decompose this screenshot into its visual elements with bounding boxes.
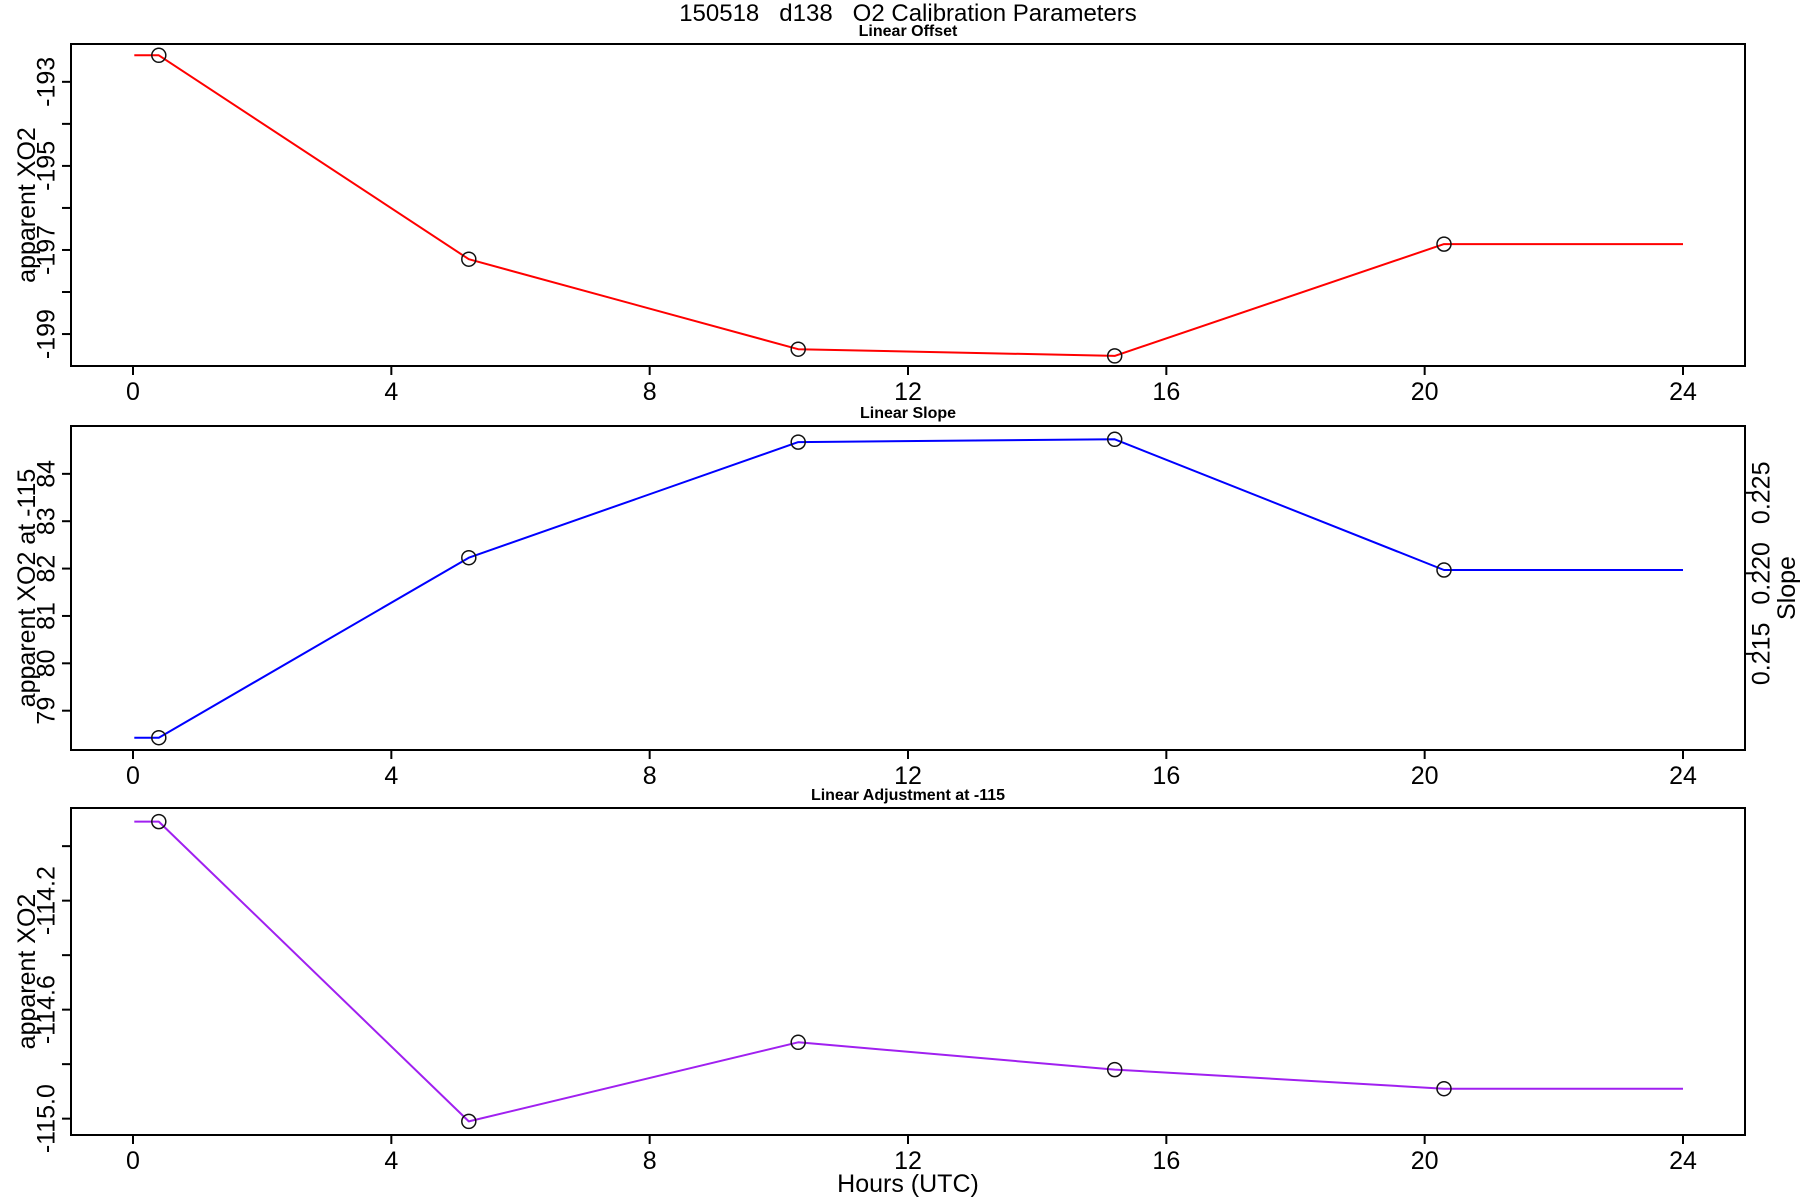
y-tick-label: 83	[33, 507, 61, 535]
plot-frame	[70, 807, 1746, 1136]
y-tick-label: -193	[33, 57, 61, 107]
x-tick-label: 24	[1669, 1147, 1697, 1175]
x-tick-label: 12	[894, 1147, 922, 1175]
y-tick-label: -115.0	[33, 1084, 61, 1153]
x-tick-label: 12	[894, 762, 922, 790]
y2-tick-label: 0.225	[1748, 462, 1776, 525]
y-tick-label: 84	[33, 460, 61, 488]
data-point-marker	[1106, 431, 1123, 448]
data-point-marker	[1106, 348, 1123, 364]
x-axis-label: Hours (UTC)	[837, 1170, 979, 1198]
series-line	[134, 438, 1683, 739]
y2-tick-label: 0.215	[1748, 623, 1776, 686]
data-point-marker	[151, 813, 167, 830]
x-tick-label: 4	[384, 378, 398, 406]
x-tick-label: 8	[643, 762, 657, 790]
data-point-marker	[1436, 236, 1452, 252]
series-line	[134, 54, 1683, 357]
y-tick-label: 82	[33, 555, 61, 583]
y-tick-label: 79	[33, 697, 61, 725]
panel-title-linear-slope: Linear Slope	[859, 405, 957, 422]
y-tick-label: -197	[33, 225, 61, 275]
panel-title-linear-offset: Linear Offset	[858, 23, 958, 40]
y-tick-label: 80	[33, 649, 61, 677]
y-tick-label: -195	[33, 141, 61, 191]
data-point-marker	[461, 549, 477, 566]
x-tick-label: 20	[1411, 762, 1439, 790]
x-tick-label: 20	[1411, 378, 1439, 406]
x-tick-label: 8	[643, 1147, 657, 1175]
data-point-marker	[790, 434, 806, 450]
x-tick-label: 4	[384, 1147, 398, 1175]
data-point-marker	[1436, 562, 1452, 578]
plot-frame	[70, 43, 1746, 367]
data-point-marker	[790, 1034, 806, 1051]
y-tick-label: -114.6	[33, 975, 61, 1044]
y-tick-label: -199	[33, 309, 61, 359]
y-tick-label: 81	[33, 602, 61, 630]
y-axis-label: apparent XO2	[13, 894, 41, 1050]
data-point-marker	[461, 251, 477, 267]
x-tick-label: 20	[1411, 1147, 1439, 1175]
x-tick-label: 24	[1669, 378, 1697, 406]
x-tick-label: 16	[1152, 762, 1180, 790]
panel-title-linear-adjustment: Linear Adjustment at -115	[810, 787, 1006, 804]
y2-tick-label: 0.220	[1748, 542, 1776, 605]
x-tick-label: 0	[126, 1147, 140, 1175]
x-tick-label: 16	[1152, 1147, 1180, 1175]
x-tick-label: 0	[126, 762, 140, 790]
x-tick-label: 8	[643, 378, 657, 406]
data-point-marker	[151, 47, 167, 64]
x-tick-label: 0	[126, 378, 140, 406]
data-point-marker	[461, 1113, 477, 1130]
y-axis-label: apparent XO2 at -115	[13, 469, 41, 708]
x-tick-label: 24	[1669, 762, 1697, 790]
plot-frame	[70, 425, 1746, 751]
data-point-marker	[1436, 1080, 1452, 1097]
x-tick-label: 12	[894, 378, 922, 406]
figure-title: 150518 d138 O2 Calibration Parameters	[679, 0, 1137, 27]
y-axis-label: apparent XO2	[13, 127, 41, 283]
data-point-marker	[1106, 1061, 1123, 1078]
y2-axis-label: Slope	[1773, 556, 1800, 620]
y-tick-label: -114.2	[33, 866, 61, 935]
data-point-marker	[790, 341, 806, 357]
data-point-marker	[151, 729, 167, 746]
series-line	[134, 820, 1683, 1123]
x-tick-label: 16	[1152, 378, 1180, 406]
x-tick-label: 4	[384, 762, 398, 790]
